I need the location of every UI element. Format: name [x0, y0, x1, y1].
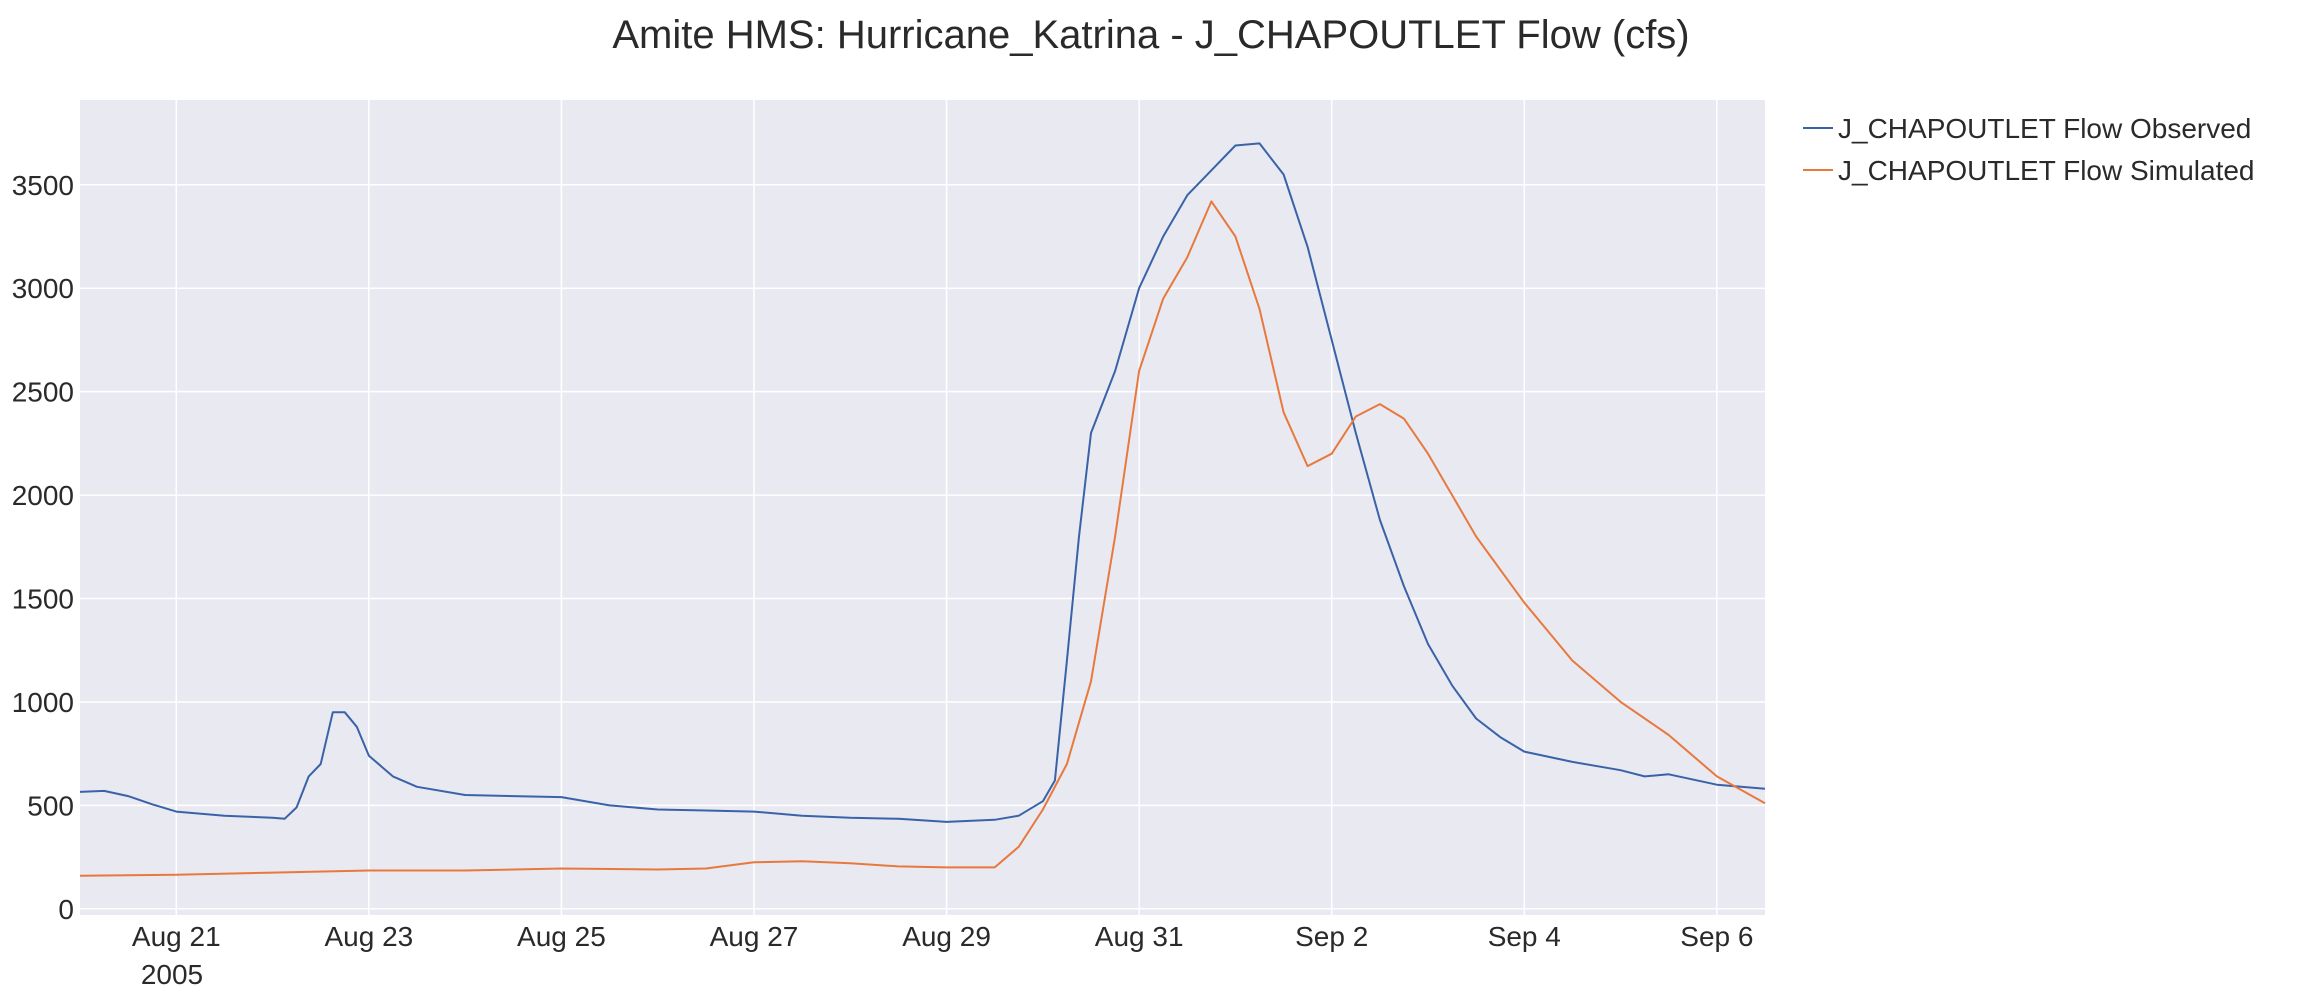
chart-title: Amite HMS: Hurricane_Katrina - J_CHAPOUT… — [612, 13, 1689, 57]
grid-lines — [80, 100, 1765, 915]
legend-label: J_CHAPOUTLET Flow Observed — [1838, 113, 2251, 144]
y-tick-label: 1500 — [12, 584, 74, 615]
x-tick-label: Sep 4 — [1488, 921, 1561, 952]
x-tick-label: Aug 23 — [324, 921, 413, 952]
y-tick-label: 2000 — [12, 480, 74, 511]
y-tick-label: 3000 — [12, 273, 74, 304]
x-tick-label: Sep 6 — [1680, 921, 1753, 952]
y-tick-label: 1000 — [12, 687, 74, 718]
y-tick-label: 0 — [58, 894, 74, 925]
x-tick-label: Aug 29 — [902, 921, 991, 952]
legend[interactable]: J_CHAPOUTLET Flow Observed J_CHAPOUTLET F… — [1803, 113, 2255, 186]
y-axis-ticks: 0 500 1000 1500 2000 2500 3000 3500 — [12, 170, 74, 925]
x-tick-label: Aug 31 — [1095, 921, 1184, 952]
legend-label: J_CHAPOUTLET Flow Simulated — [1838, 155, 2255, 186]
y-tick-label: 3500 — [12, 170, 74, 201]
series-line — [79, 200, 1766, 877]
x-tick-label: Aug 27 — [710, 921, 799, 952]
x-tick-label: Aug 21 — [132, 921, 221, 952]
y-tick-label: 2500 — [12, 377, 74, 408]
series-line — [79, 142, 1766, 823]
x-axis-year-label: 2005 — [141, 959, 203, 990]
x-tick-label: Sep 2 — [1295, 921, 1368, 952]
series-lines — [79, 142, 1766, 877]
x-tick-label: Aug 25 — [517, 921, 606, 952]
y-tick-label: 500 — [27, 790, 74, 821]
x-axis-ticks: Aug 21 Aug 23 Aug 25 Aug 27 Aug 29 Aug 31 Sep … — [132, 921, 1754, 952]
plot-area — [80, 100, 1765, 915]
